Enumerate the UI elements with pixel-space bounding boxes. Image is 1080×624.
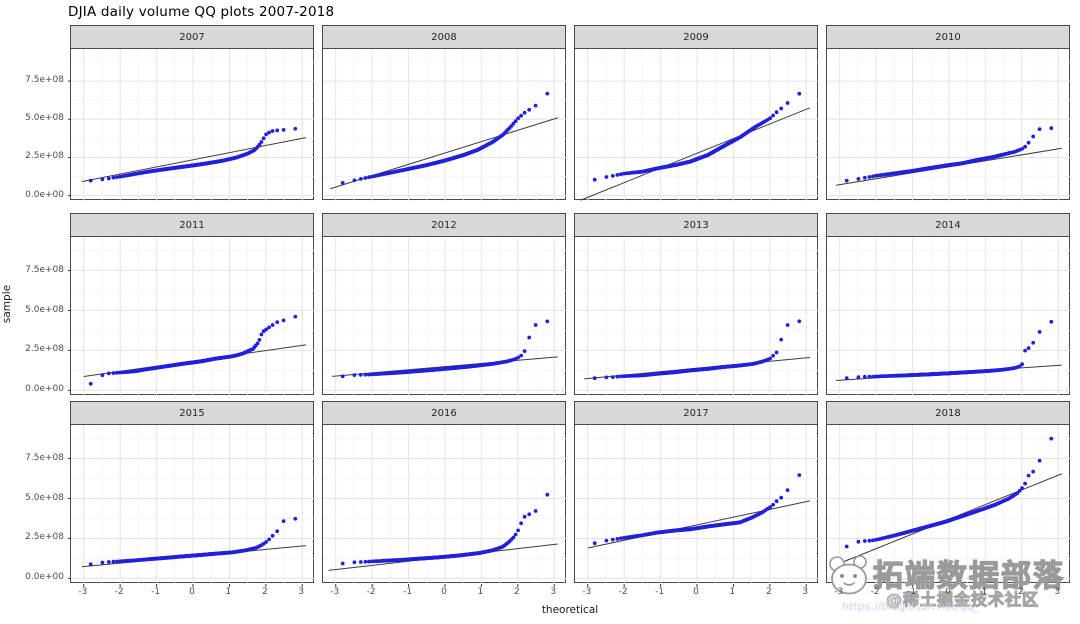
qq-panel-2018 xyxy=(826,424,1071,587)
facet-strip-2012: 2012 xyxy=(322,213,566,236)
facet-strip-2013: 2013 xyxy=(574,213,818,236)
qq-panel-2010 xyxy=(826,48,1071,201)
facet-year-label: 2013 xyxy=(683,219,709,231)
facet-strip-2010: 2010 xyxy=(826,25,1070,48)
x-axis-tick-label: -1 xyxy=(403,587,413,597)
x-axis-tick-label: -2 xyxy=(366,587,376,597)
y-axis-tick-label: 5.0e+08 xyxy=(25,304,64,315)
qq-panel-2013 xyxy=(574,236,819,396)
x-axis-tick-label: -3 xyxy=(330,587,340,597)
facet-year-label: 2010 xyxy=(935,31,961,43)
x-axis-tick-label: 3 xyxy=(298,587,305,597)
x-axis-tick-label: 2 xyxy=(261,587,268,597)
y-axis-tick-label: 7.5e+08 xyxy=(25,264,64,275)
x-axis-tick-label: 2 xyxy=(513,587,520,597)
facet-strip-2015: 2015 xyxy=(70,401,314,424)
x-axis-tick-label: -2 xyxy=(114,587,124,597)
facet-year-label: 2012 xyxy=(431,219,457,231)
y-axis-tick-label: 5.0e+08 xyxy=(25,492,64,503)
x-axis-tick-label: -3 xyxy=(78,587,88,597)
qq-panel-2008 xyxy=(322,48,567,201)
y-axis-tick-label: 0.0e+00 xyxy=(25,384,64,395)
facet-year-label: 2016 xyxy=(431,407,457,419)
facet-year-label: 2014 xyxy=(935,219,961,231)
x-axis-tick-label: 3 xyxy=(550,587,557,597)
x-axis-tick-label: 2 xyxy=(1017,587,1024,597)
facet-year-label: 2017 xyxy=(683,407,709,419)
facet-strip-2014: 2014 xyxy=(826,213,1070,236)
facet-year-label: 2009 xyxy=(683,31,709,43)
x-axis-tick-label: 2 xyxy=(765,587,772,597)
facet-strip-2018: 2018 xyxy=(826,401,1070,424)
qq-panel-2011 xyxy=(68,236,315,396)
facet-year-label: 2007 xyxy=(179,31,205,43)
qq-panel-2007 xyxy=(68,48,315,201)
x-axis-tick-label: -3 xyxy=(834,587,844,597)
x-axis-tick-label: -1 xyxy=(151,587,161,597)
x-axis-tick-label: 3 xyxy=(802,587,809,597)
qq-panel-2012 xyxy=(322,236,567,396)
y-axis-tick-label: 0.0e+00 xyxy=(25,189,64,200)
x-axis-title: theoretical xyxy=(541,604,599,616)
x-axis-tick-label: 0 xyxy=(945,587,951,597)
x-axis-tick-label: -2 xyxy=(870,587,880,597)
qq-panel-2016 xyxy=(322,424,567,587)
facet-year-label: 2008 xyxy=(431,31,457,43)
facet-strip-2009: 2009 xyxy=(574,25,818,48)
figure-title: DJIA daily volume QQ plots 2007-2018 xyxy=(68,4,335,20)
y-axis-tick-label: 2.5e+08 xyxy=(25,532,64,543)
y-axis-title: sample xyxy=(1,284,13,324)
qq-panel-2017 xyxy=(574,424,819,587)
x-axis-tick-label: -1 xyxy=(655,587,665,597)
x-axis-tick-label: 0 xyxy=(441,587,447,597)
facet-strip-2008: 2008 xyxy=(322,25,566,48)
x-axis-tick-label: 3 xyxy=(1054,587,1061,597)
x-axis-tick-label: -1 xyxy=(907,587,917,597)
facet-strip-2016: 2016 xyxy=(322,401,566,424)
x-axis-tick-label: -2 xyxy=(618,587,628,597)
qq-panel-2009 xyxy=(574,48,819,201)
facet-strip-2017: 2017 xyxy=(574,401,818,424)
x-axis-tick-label: 1 xyxy=(477,587,484,597)
y-axis-tick-label: 2.5e+08 xyxy=(25,151,64,162)
facet-strip-2007: 2007 xyxy=(70,25,314,48)
y-axis-tick-label: 5.0e+08 xyxy=(25,113,64,124)
facet-year-label: 2018 xyxy=(935,407,961,419)
y-axis-tick-label: 2.5e+08 xyxy=(25,344,64,355)
x-axis-tick-label: 1 xyxy=(225,587,232,597)
x-axis-tick-label: 0 xyxy=(693,587,699,597)
qq-panel-2014 xyxy=(826,236,1071,396)
facet-year-label: 2011 xyxy=(179,219,205,231)
y-axis-tick-label: 0.0e+00 xyxy=(25,572,64,583)
qq-panel-2015 xyxy=(68,424,315,587)
x-axis-tick-label: 0 xyxy=(189,587,195,597)
y-axis-tick-label: 7.5e+08 xyxy=(25,75,64,86)
facet-year-label: 2015 xyxy=(179,407,205,419)
y-axis-tick-label: 7.5e+08 xyxy=(25,452,64,463)
x-axis-tick-label: -3 xyxy=(582,587,592,597)
facet-strip-2011: 2011 xyxy=(70,213,314,236)
x-axis-tick-label: 1 xyxy=(729,587,736,597)
x-axis-tick-label: 1 xyxy=(981,587,988,597)
